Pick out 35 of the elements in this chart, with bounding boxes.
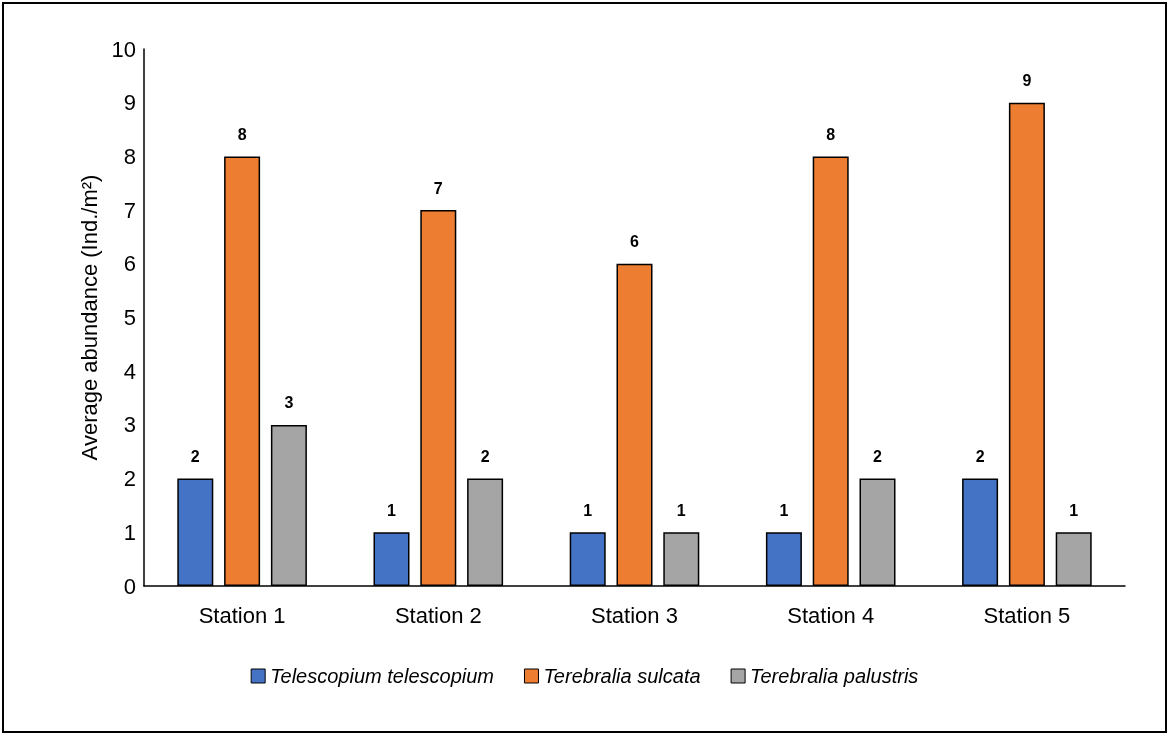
y-tick-label: 9	[123, 90, 136, 116]
data-label: 6	[630, 233, 640, 251]
y-tick-label: 6	[123, 251, 136, 277]
legend-label: Terebralia palustris	[750, 665, 919, 687]
data-label: 8	[826, 125, 836, 143]
data-label: 1	[387, 501, 397, 519]
y-axis-title: Average abundance (Ind./m²)	[77, 174, 103, 461]
data-label: 8	[237, 125, 247, 143]
x-tick-label: Station 2	[394, 602, 482, 628]
y-tick-label: 0	[123, 573, 136, 599]
y-tick-label: 8	[123, 143, 136, 169]
y-tick-label: 5	[123, 305, 136, 330]
x-tick-label: Station 5	[983, 602, 1071, 628]
legend-label: Terebralia sulcata	[543, 665, 701, 687]
data-label: 1	[1069, 501, 1079, 519]
data-label: 1	[583, 501, 593, 519]
data-label: 2	[873, 448, 883, 466]
x-tick-label: Station 1	[198, 602, 286, 628]
y-tick-label: 7	[123, 197, 136, 223]
y-tick-label: 1	[123, 519, 136, 545]
x-tick-label: Station 3	[591, 602, 678, 628]
data-label: 1	[779, 501, 789, 519]
data-label: 2	[480, 448, 490, 466]
data-label: 1	[676, 501, 686, 519]
data-label: 3	[284, 394, 294, 412]
data-label: 9	[1022, 72, 1032, 90]
data-label: 7	[433, 179, 443, 197]
x-tick-label: Station 4	[787, 602, 875, 628]
legend-label: Telescopium telescopium	[270, 665, 494, 687]
y-tick-label: 4	[123, 358, 136, 384]
y-tick-label: 10	[111, 36, 136, 62]
data-label: 2	[975, 448, 985, 466]
y-tick-label: 3	[123, 412, 136, 438]
data-label: 2	[190, 448, 200, 466]
y-tick-label: 2	[123, 466, 136, 492]
